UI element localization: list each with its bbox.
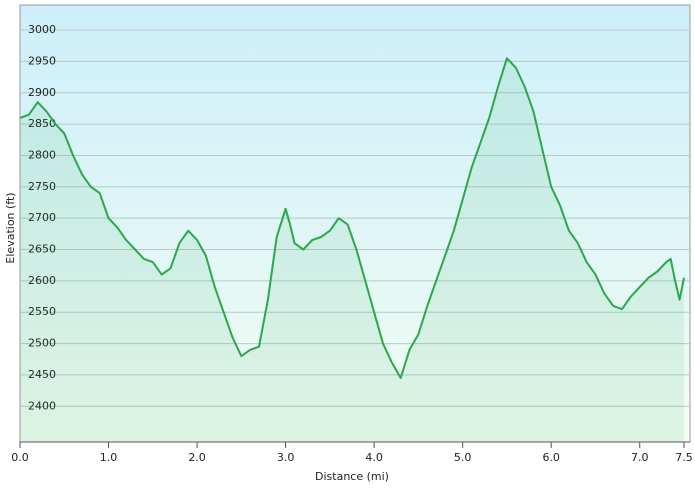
x-tick-label: 7.5 <box>675 451 693 464</box>
x-tick-label: 3.0 <box>277 451 295 464</box>
x-axis-title: Distance (mi) <box>315 470 389 483</box>
y-tick-label: 2700 <box>28 211 56 224</box>
x-tick-label: 1.0 <box>100 451 118 464</box>
x-tick-label: 0.0 <box>11 451 29 464</box>
elevation-line <box>19 57 685 379</box>
y-tick-label: 2600 <box>28 274 56 287</box>
y-tick-label: 2750 <box>28 180 56 193</box>
y-tick-label: 3000 <box>28 23 56 36</box>
x-tick-label: 6.0 <box>542 451 560 464</box>
y-tick-label: 2500 <box>28 337 56 350</box>
plot-area <box>19 4 691 443</box>
x-tick-label: 4.0 <box>365 451 383 464</box>
y-tick-label: 2400 <box>28 399 56 412</box>
y-tick-label: 2650 <box>28 243 56 256</box>
area-fill <box>20 58 684 443</box>
x-tick-label: 5.0 <box>454 451 472 464</box>
x-tick-label: 2.0 <box>188 451 206 464</box>
y-tick-label: 2550 <box>28 305 56 318</box>
y-tick-label: 2900 <box>28 86 56 99</box>
x-tick-label: 7.0 <box>631 451 649 464</box>
y-tick-label: 2450 <box>28 368 56 381</box>
y-tick-label: 2800 <box>28 148 56 161</box>
y-tick-label: 2850 <box>28 117 56 130</box>
y-axis-title: Elevation (ft) <box>4 192 17 263</box>
y-tick-label: 2950 <box>28 54 56 67</box>
